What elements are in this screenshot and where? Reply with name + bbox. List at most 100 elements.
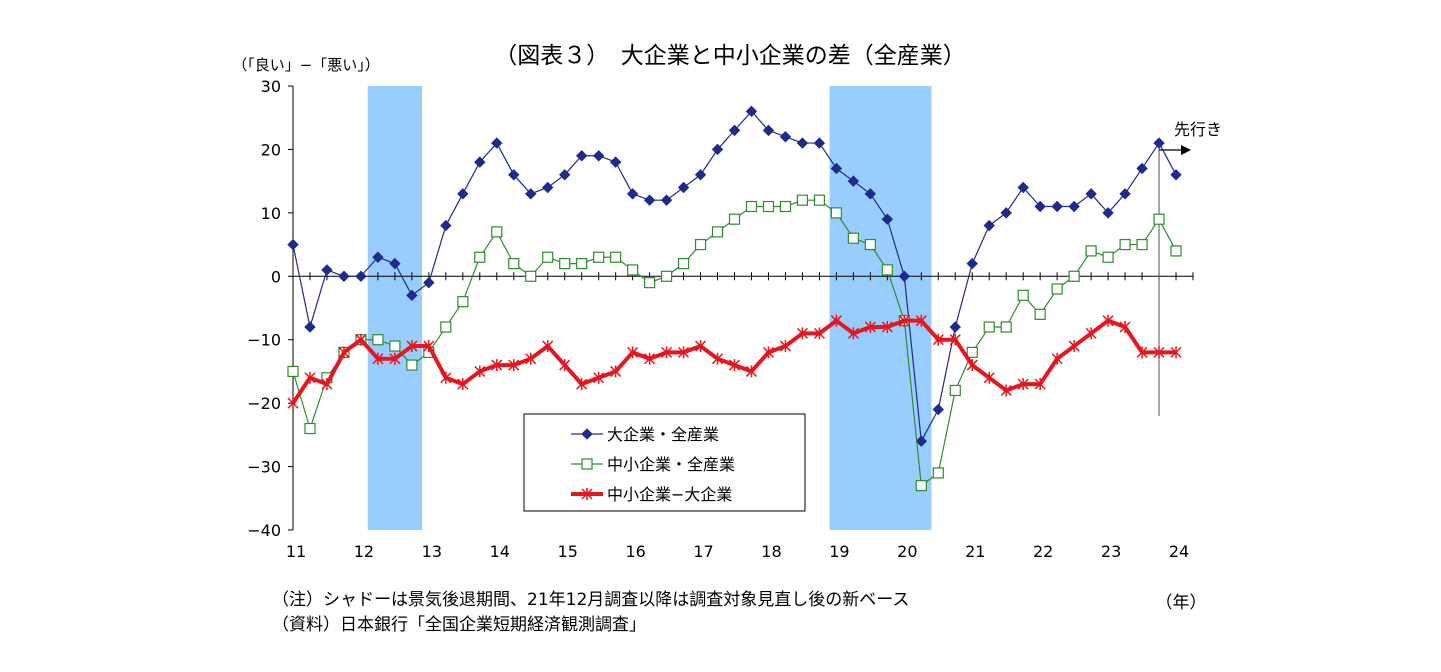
data-point: [660, 270, 673, 282]
data-point: [1119, 321, 1131, 334]
data-point: [542, 340, 554, 353]
x-tick-label: 24: [1169, 542, 1189, 561]
data-point: [287, 365, 299, 378]
data-point: [694, 169, 707, 181]
legend-label: 中小企業−大企業: [607, 485, 732, 504]
data-point: [576, 378, 588, 391]
data-point: [389, 352, 401, 365]
y-tick-label: −40: [247, 521, 281, 540]
x-tick-label: 11: [286, 542, 306, 561]
data-point: [864, 321, 876, 334]
data-point: [406, 289, 418, 302]
data-point: [1034, 200, 1046, 213]
x-tick-label: 20: [897, 542, 917, 561]
data-point: [626, 188, 639, 200]
data-point: [966, 359, 978, 372]
data-point: [1170, 346, 1182, 359]
data-point: [372, 251, 384, 263]
data-point: [457, 296, 469, 308]
x-tick-label: 14: [490, 542, 510, 561]
data-point: [660, 194, 673, 206]
y-tick-label: −20: [247, 394, 281, 413]
data-point: [762, 124, 775, 137]
data-point: [966, 257, 978, 270]
data-point: [1068, 200, 1080, 213]
data-point: [406, 340, 418, 353]
data-point: [745, 105, 758, 118]
data-point: [542, 181, 554, 194]
x-tick-label: 12: [354, 542, 374, 561]
legend-label: 大企業・全産業: [607, 425, 719, 444]
data-point: [779, 200, 792, 213]
data-point: [508, 359, 520, 372]
data-point: [779, 340, 791, 353]
data-point: [983, 321, 995, 333]
data-point: [627, 264, 639, 276]
data-point: [542, 251, 554, 263]
data-point: [1051, 352, 1063, 365]
footnote-source: （資料）日本銀行「全国企業短期経済観測調査」: [272, 615, 646, 635]
data-point: [881, 321, 893, 334]
data-point: [711, 143, 724, 156]
data-point: [304, 371, 316, 384]
data-point: [423, 276, 435, 289]
data-point: [915, 435, 928, 447]
data-point: [355, 270, 367, 282]
data-point: [440, 321, 452, 333]
data-point: [1068, 270, 1080, 282]
recession-shade: [367, 86, 423, 530]
data-point: [847, 232, 859, 244]
data-point: [372, 334, 384, 346]
y-tick-label: 10: [261, 204, 281, 223]
data-point: [1034, 308, 1046, 320]
data-point: [592, 150, 605, 162]
data-point: [440, 371, 452, 384]
data-point: [389, 340, 401, 352]
data-point: [581, 428, 593, 440]
recession-shading: [367, 86, 932, 530]
data-point: [796, 327, 808, 340]
data-point: [593, 251, 605, 263]
data-point: [983, 371, 995, 384]
data-point: [779, 131, 792, 143]
data-point: [610, 251, 622, 263]
data-point: [898, 270, 911, 282]
data-point: [1136, 162, 1148, 175]
data-point: [745, 365, 758, 378]
data-point: [1119, 188, 1131, 200]
y-tick-label: 20: [261, 140, 281, 159]
series: [287, 105, 1182, 447]
data-point: [1119, 238, 1131, 251]
data-point: [525, 352, 537, 365]
x-tick-label: 21: [965, 542, 985, 561]
data-point: [1068, 340, 1080, 353]
data-point: [813, 194, 826, 206]
y-axis-label: （「良い」−「悪い」）: [232, 56, 380, 74]
data-point: [1034, 378, 1046, 391]
legend-box: [523, 413, 806, 512]
x-tick-label: 22: [1033, 542, 1053, 561]
footnote-note: （注）シャドーは景気後退期間、21年12月調査以降は調査対象見直し後の新ベース: [272, 590, 910, 610]
data-point: [1085, 245, 1097, 257]
data-point: [847, 175, 860, 187]
data-point: [711, 352, 724, 365]
data-point: [1000, 321, 1012, 333]
data-point: [983, 219, 995, 232]
y-tick-label: 30: [261, 77, 281, 96]
data-point: [745, 200, 758, 213]
x-axis-unit-label: （年）: [1156, 593, 1207, 613]
data-point: [338, 270, 350, 282]
data-point: [830, 207, 842, 219]
data-point: [609, 156, 622, 168]
data-point: [915, 314, 927, 327]
data-point: [559, 359, 571, 372]
data-point: [728, 213, 741, 225]
data-point: [593, 371, 605, 384]
x-tick-label: 23: [1101, 542, 1121, 561]
data-point: [474, 156, 486, 168]
data-point: [304, 321, 316, 333]
x-tick-label: 18: [761, 542, 781, 561]
data-point: [389, 257, 401, 270]
